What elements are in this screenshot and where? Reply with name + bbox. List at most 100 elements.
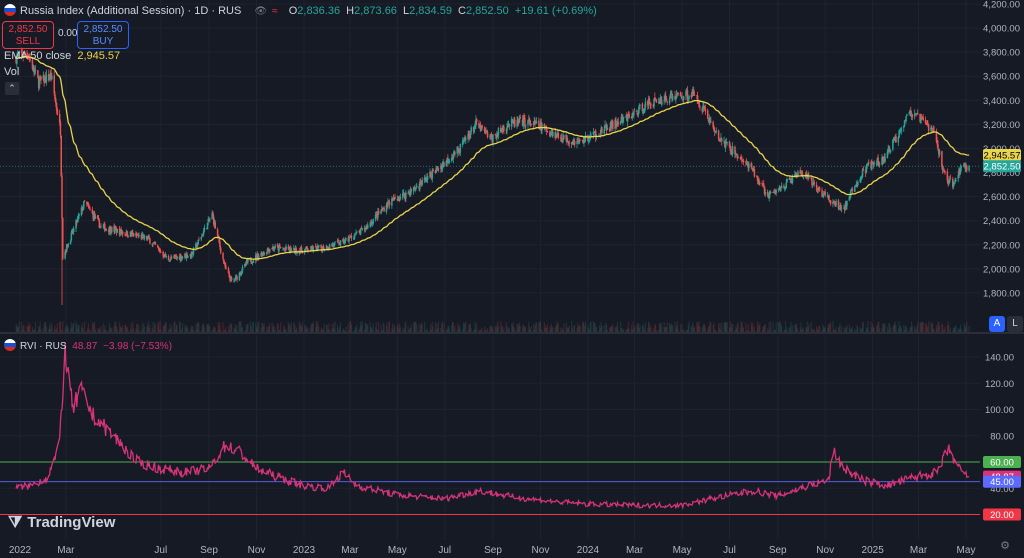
candle-body <box>109 226 111 233</box>
volume-bar <box>143 326 146 333</box>
candle-body <box>903 120 906 127</box>
candle-body <box>152 242 154 245</box>
candle-body <box>965 166 967 170</box>
candle-body <box>927 124 930 131</box>
rvi-line[interactable] <box>15 342 970 510</box>
candle-body <box>810 177 812 179</box>
volume-bar <box>560 330 563 333</box>
volume-bar <box>415 321 417 333</box>
volume-bar <box>262 325 265 333</box>
volume-bar <box>731 323 733 333</box>
volume-bar <box>266 330 268 333</box>
candle-body <box>184 254 187 258</box>
candle-body <box>545 125 547 129</box>
volume-bar <box>966 321 968 333</box>
candle-body <box>223 263 226 264</box>
volume-bar <box>198 323 200 333</box>
volume-bar <box>675 328 677 333</box>
volume-bar <box>892 326 894 333</box>
candle-body <box>788 178 791 180</box>
price-axis[interactable]: 1,800.002,000.002,200.002,400.002,600.00… <box>983 0 1020 299</box>
candle-body <box>175 256 178 258</box>
volume-legend[interactable]: Vol <box>4 66 20 78</box>
log-scale-button[interactable]: L <box>1007 316 1023 332</box>
volume-bar <box>402 327 404 333</box>
volume-bar <box>59 321 61 333</box>
candle-body <box>833 201 836 203</box>
candle-body <box>786 178 788 183</box>
volume-bar <box>904 326 906 333</box>
volume-bar <box>66 325 69 333</box>
volume-bar <box>655 329 657 333</box>
candle-body <box>496 133 498 139</box>
candle-body <box>396 198 399 200</box>
candle-body <box>889 148 891 153</box>
candle-body <box>55 98 57 104</box>
settings-gear-icon[interactable]: ⚙ <box>1000 540 1010 552</box>
volume-bar <box>800 322 802 333</box>
volume-bar <box>511 325 514 333</box>
lower-band-tag-bg <box>983 508 1021 521</box>
sell-button[interactable]: 2,852.50 SELL <box>2 21 54 49</box>
candle-body <box>37 70 39 78</box>
volume-bar <box>453 329 455 333</box>
volume-bar <box>386 325 388 333</box>
volume-bar <box>371 327 373 333</box>
volume-bar <box>345 326 347 333</box>
volume-bar <box>17 326 20 333</box>
candle-body <box>369 224 371 226</box>
candle-body <box>120 229 122 233</box>
volume-bar <box>521 326 524 333</box>
candles[interactable] <box>15 47 970 305</box>
candle-body <box>137 235 139 237</box>
volume-bar <box>534 324 536 333</box>
buy-button[interactable]: 2,852.50 BUY <box>77 21 129 49</box>
candle-body <box>473 127 476 132</box>
candle-body <box>697 101 700 104</box>
symbol-title[interactable]: Russia Index (Additional Session) · 1D ·… <box>20 5 242 17</box>
candle-body <box>180 255 182 260</box>
volume-bar <box>714 330 717 333</box>
volume-bar <box>132 321 134 333</box>
tradingview-logo[interactable]: ⧩ TradingView <box>8 514 115 532</box>
collapse-chevron-icon[interactable]: ⌃ <box>5 82 19 95</box>
volume-bar <box>609 327 611 333</box>
candle-body <box>772 192 774 193</box>
candle-body <box>829 200 831 202</box>
candle-body <box>507 124 510 127</box>
candle-body <box>865 165 868 173</box>
volume-bar <box>278 330 280 333</box>
hide-eye-icon[interactable]: 👁 <box>254 6 268 17</box>
candle-body <box>26 53 28 55</box>
symbol-header[interactable]: Russia Index (Additional Session) · 1D ·… <box>4 4 597 17</box>
ema-legend[interactable]: EMA 50 close 2,945.57 <box>4 50 120 62</box>
rvi-legend[interactable]: RVI · RUS 48.87 −3.98 (−7.53%) <box>4 339 172 352</box>
candle-body <box>334 241 336 243</box>
candle-body <box>512 120 514 124</box>
candle-body <box>451 157 454 159</box>
volume-bar <box>753 326 755 333</box>
volume-bar <box>577 323 579 333</box>
volume-bar <box>535 322 538 333</box>
volume-bar <box>118 322 121 333</box>
volume-bar <box>801 329 803 333</box>
candle-body <box>115 228 118 234</box>
volume-bar <box>683 329 685 333</box>
volume-bar <box>23 325 25 333</box>
candle-body <box>67 243 69 247</box>
remove-icon[interactable]: ≈ <box>272 6 278 17</box>
candle-body <box>288 248 290 251</box>
ema-line[interactable] <box>16 56 970 260</box>
volume-bar <box>238 321 240 333</box>
candle-body <box>245 261 248 265</box>
auto-scale-button[interactable]: A <box>989 316 1005 332</box>
volume-bar <box>845 327 847 333</box>
candle-body <box>523 117 525 119</box>
volume-bar <box>494 326 496 333</box>
candle-body <box>783 185 785 188</box>
volume-bar <box>617 330 619 333</box>
candle-body <box>370 222 372 225</box>
volume-bar <box>73 322 75 333</box>
